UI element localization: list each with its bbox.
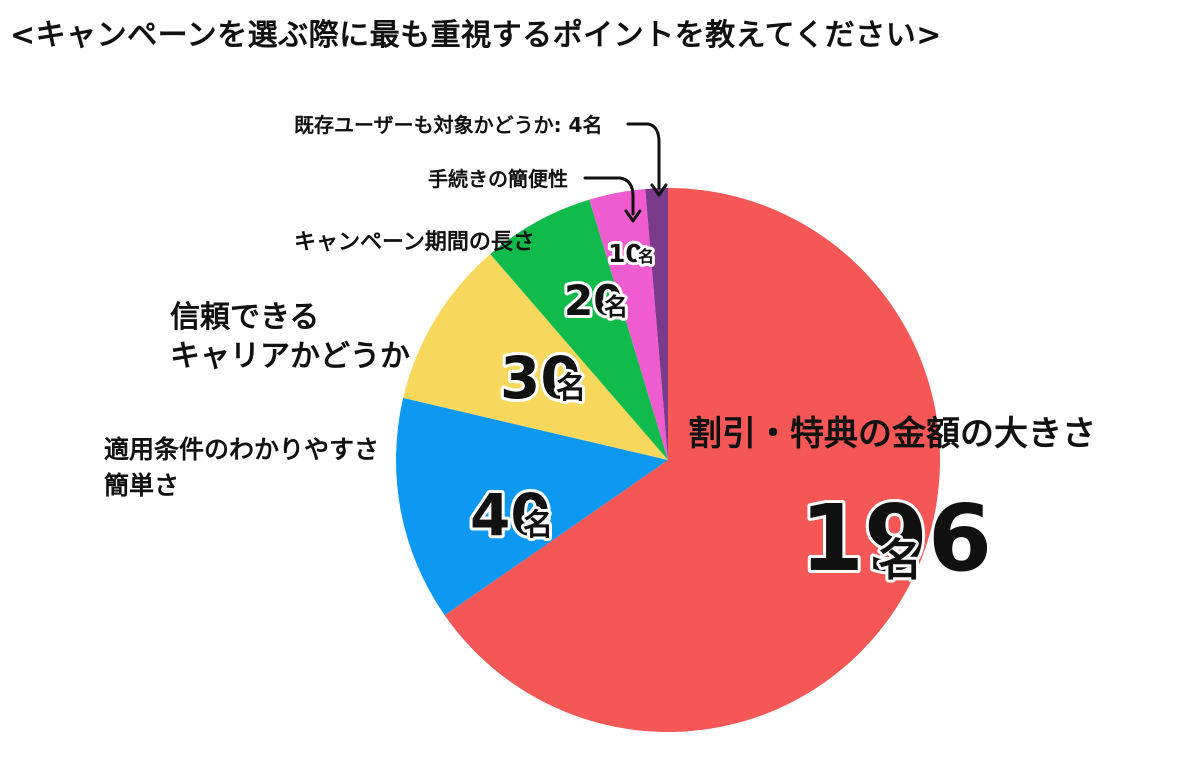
slice-label-4: 手続きの簡便性: [428, 167, 568, 191]
pie-slice-0: [444, 188, 940, 732]
chart-title: <キャンペーンを選ぶ際に最も重視するポイントを教えてください>: [10, 18, 942, 53]
leader-line-5: [626, 122, 661, 190]
pie-slice-2: [403, 254, 668, 460]
leader-arrow-4: [624, 209, 642, 223]
pie-slice-1: [396, 397, 668, 616]
slice-label-1: 適用条件のわかりやすさ: [104, 435, 379, 464]
slice-unit-3: 名: [604, 293, 628, 321]
slice-unit-2: 名: [556, 371, 586, 406]
slice-unit-4: 名: [638, 247, 654, 266]
slice-label-2: 信頼できる: [170, 300, 319, 335]
slice-label-1: 簡単さ: [104, 471, 179, 500]
slice-label-2: キャリアかどうか: [170, 339, 410, 374]
slice-unit-0: 名: [878, 535, 922, 586]
slice-unit-1: 名: [523, 508, 553, 543]
pie-slice-5: [645, 188, 668, 460]
slice-value-4: 10: [608, 239, 643, 268]
leader-arrow-5: [650, 183, 668, 197]
pie-slice-3: [490, 199, 668, 460]
slice-value-3: 20: [564, 276, 622, 325]
slice-value-0: 196: [800, 485, 992, 592]
slice-value-1: 40: [470, 481, 551, 549]
slice-label-3: キャンペーン期間の長さ: [294, 230, 535, 255]
leader-line-4: [583, 176, 635, 216]
slice-value-2: 30: [500, 344, 581, 412]
slice-label-5: 既存ユーザーも対象かどうか: 4名: [294, 113, 602, 137]
slice-label-0: 割引・特典の金額の大きさ: [688, 414, 1096, 454]
pie-slice-4: [589, 188, 668, 460]
